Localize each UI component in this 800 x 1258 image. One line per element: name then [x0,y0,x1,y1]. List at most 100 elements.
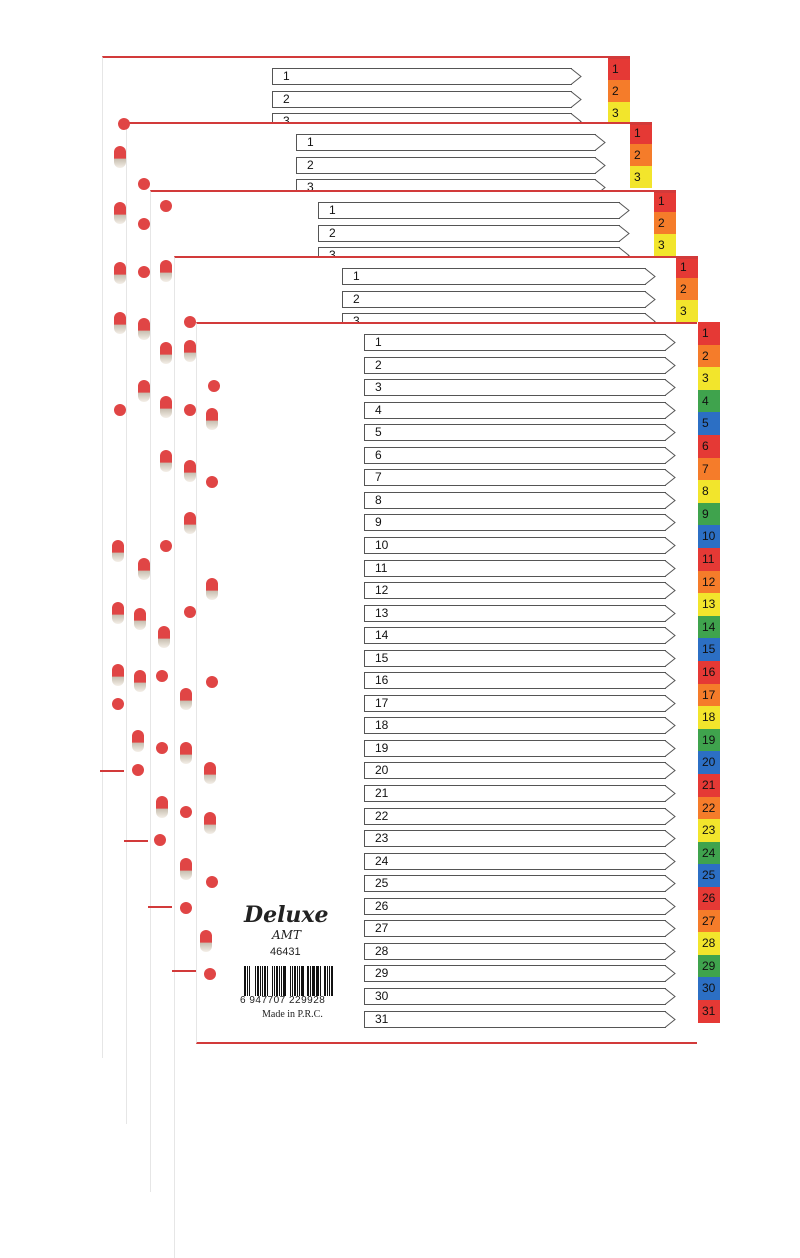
row-label: 2 [364,356,666,374]
punch-hole [138,380,150,402]
row-label: 14 [364,627,666,645]
color-tab: 16 [698,661,720,684]
color-tab: 3 [608,102,630,124]
index-row: 27 [364,920,676,938]
sheet-edge [654,190,676,193]
barcode-bar [306,966,309,996]
punch-hole [112,602,124,624]
row-label: 4 [364,401,666,419]
color-tab: 31 [698,1000,720,1023]
color-tab: 11 [698,548,720,571]
index-row: 13 [364,604,676,622]
row-label: 25 [364,875,666,893]
index-row: 29 [364,965,676,983]
barcode-bar [261,966,263,996]
barcode-bar [296,966,298,996]
barcode-bar [274,966,276,996]
barcode-bar [256,966,259,996]
index-row: 3 [364,379,676,397]
index-row: 14 [364,627,676,645]
color-tab: 30 [698,977,720,1000]
punch-hole [184,512,196,534]
punch-hole [138,178,150,190]
punch-hole [206,476,218,488]
punch-hole [156,796,168,818]
color-tab: 6 [698,435,720,458]
sheet-edge [630,122,652,125]
punch-hole [200,930,212,952]
color-tab: 1 [654,190,676,212]
index-row: 10 [364,536,676,554]
edge-tick [172,970,196,972]
row-label: 13 [364,604,666,622]
barcode-bar [254,966,256,996]
barcode-bar [327,966,329,996]
color-tab: 14 [698,615,720,639]
barcode-bar [309,966,311,996]
index-row: 24 [364,852,676,870]
brand-logo: Deluxe [244,902,329,928]
punch-hole [184,316,196,328]
barcode-bar [304,966,306,996]
barcode-bar [329,966,331,996]
punch-hole [206,876,218,888]
punch-hole [206,408,218,430]
punch-hole [184,404,196,416]
row-label: 1 [318,202,620,219]
row-label: 16 [364,672,666,690]
index-row: 11 [364,559,676,577]
color-tab: 26 [698,887,720,910]
color-tab: 28 [698,932,720,955]
punch-hole [180,858,192,880]
barcode-bar [331,966,334,996]
punch-hole [112,664,124,686]
barcode-bar [300,966,304,996]
origin-label: Made in P.R.C. [262,1009,323,1020]
color-tab: 12 [698,570,720,594]
color-tab: 25 [698,864,720,887]
barcode-bar [322,966,324,996]
barcode-bar [250,966,254,996]
index-row: 1 [318,202,630,219]
index-row: 26 [364,897,676,915]
barcode-bar [244,966,246,996]
barcode-bar [281,966,283,996]
color-tab: 18 [698,706,720,729]
index-row: 6 [364,446,676,464]
row-label: 9 [364,514,666,532]
index-row: 19 [364,739,676,757]
sheet-edge [608,56,630,59]
punch-hole [160,450,172,472]
color-tab: 27 [698,909,720,933]
punch-hole [206,676,218,688]
index-row: 2 [272,90,582,108]
color-tab: 23 [698,819,720,842]
color-tab: 5 [698,412,720,435]
punch-hole [114,202,126,224]
row-label: 21 [364,785,666,802]
index-row: 8 [364,491,676,509]
punch-hole [132,730,144,752]
row-label: 2 [318,224,620,242]
punch-hole [156,742,168,754]
color-tab: 1 [630,122,652,144]
index-row: 12 [364,582,676,600]
row-label: 1 [272,68,572,85]
edge-tick [100,770,124,772]
punch-hole [118,118,130,130]
punch-hole [184,606,196,618]
row-label: 29 [364,965,666,983]
barcode-bar [291,966,293,996]
index-row: 7 [364,469,676,487]
row-label: 2 [272,90,572,108]
edge-tick [148,906,172,908]
barcode-bar [259,966,261,996]
edge-tick [124,840,148,842]
punch-hole [154,834,166,846]
color-tab: 2 [698,344,720,368]
color-tab: 4 [698,389,720,413]
punch-hole [206,578,218,600]
punch-hole [112,540,124,562]
punch-hole [180,902,192,914]
index-row: 1 [364,334,676,351]
